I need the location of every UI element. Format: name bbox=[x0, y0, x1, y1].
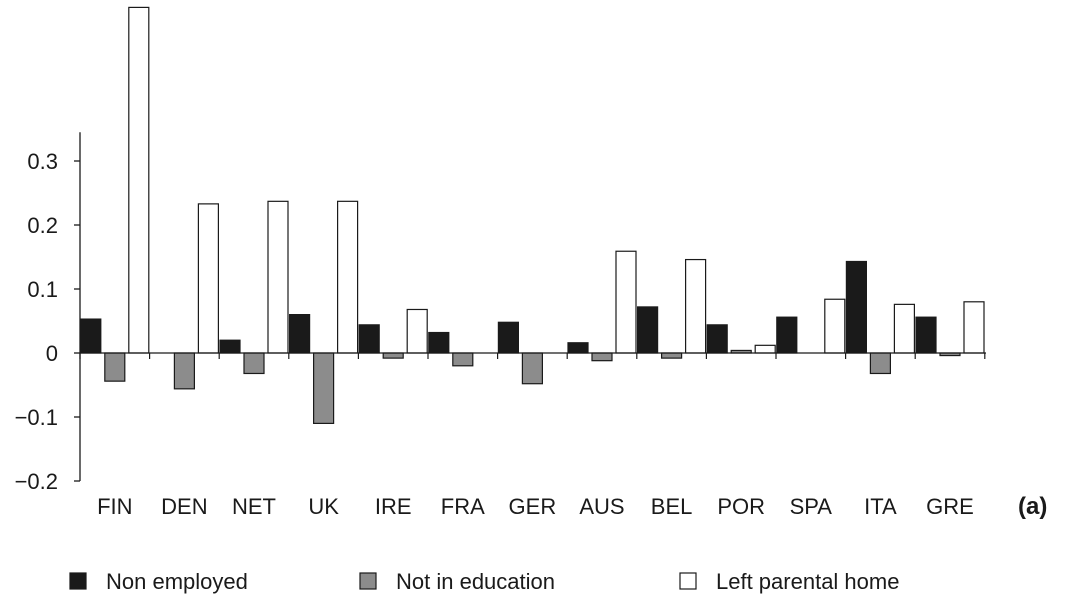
x-axis: FIN DEN NET UK IRE FRA GER AUS BEL POR SPA ITA GRE bbox=[79, 352, 986, 519]
bar-non-employed-fin bbox=[80, 318, 102, 354]
category-label: FRA bbox=[441, 494, 485, 519]
bar-non-employed-fra bbox=[428, 331, 450, 354]
legend-swatch-not-in-education bbox=[359, 572, 377, 590]
y-tick-label: 0.2 bbox=[27, 213, 58, 238]
bar-not-in-education-bel bbox=[660, 352, 683, 359]
panel-label: (a) bbox=[1018, 493, 1047, 520]
category-label: UK bbox=[308, 494, 339, 519]
bar-non-employed-spa bbox=[776, 316, 798, 354]
y-tick-label: −0.2 bbox=[15, 469, 58, 494]
bar-not-in-education-ger bbox=[521, 352, 544, 385]
bar-left-parental-home-spa bbox=[824, 298, 846, 354]
category-label: IRE bbox=[375, 494, 412, 519]
bar-non-employed-ire bbox=[358, 324, 380, 354]
category-label: DEN bbox=[161, 494, 207, 519]
legend-label-not-in-education: Not in education bbox=[396, 569, 555, 594]
category-label: GRE bbox=[926, 494, 974, 519]
bar-left-parental-home-fin bbox=[128, 6, 150, 354]
bar-not-in-education-ita bbox=[869, 352, 892, 375]
category-label: FIN bbox=[97, 494, 132, 519]
y-tick-label: 0 bbox=[46, 341, 58, 366]
y-tick-label: 0.1 bbox=[27, 277, 58, 302]
y-tick-label: 0.3 bbox=[27, 149, 58, 174]
bar-left-parental-home-net bbox=[267, 200, 289, 354]
bar-non-employed-ger bbox=[497, 321, 519, 354]
category-label: POR bbox=[717, 494, 765, 519]
category-label: BEL bbox=[651, 494, 693, 519]
bar-left-parental-home-ire bbox=[406, 308, 428, 354]
y-tick-label: −0.1 bbox=[15, 405, 58, 430]
bar-non-employed-gre bbox=[915, 316, 937, 354]
bar-left-parental-home-por bbox=[754, 344, 776, 354]
category-label: AUS bbox=[579, 494, 624, 519]
bar-left-parental-home-gre bbox=[963, 301, 985, 354]
legend-swatch-left-parental-home bbox=[679, 572, 697, 590]
bar-not-in-education-net bbox=[243, 352, 265, 375]
y-axis: −0.2 −0.1 0 0.1 0.2 0.3 bbox=[15, 132, 81, 494]
category-label: ITA bbox=[864, 494, 897, 519]
bars bbox=[80, 6, 985, 425]
bar-not-in-education-fra bbox=[452, 352, 474, 367]
legend-swatch-non-employed bbox=[69, 572, 87, 590]
bar-not-in-education-fin bbox=[104, 352, 126, 382]
bar-non-employed-por bbox=[706, 324, 728, 354]
bar-non-employed-uk bbox=[289, 314, 311, 354]
bar-non-employed-aus bbox=[567, 342, 589, 354]
legend-label-left-parental-home: Left parental home bbox=[716, 569, 899, 594]
legend-label-non-employed: Non employed bbox=[106, 569, 248, 594]
bar-not-in-education-aus bbox=[591, 352, 613, 362]
category-label: SPA bbox=[790, 494, 833, 519]
legend: Non employed Not in education Left parenta… bbox=[69, 569, 899, 594]
category-label: NET bbox=[232, 494, 276, 519]
bar-left-parental-home-bel bbox=[684, 258, 707, 354]
bar-left-parental-home-den bbox=[197, 203, 219, 354]
bar-left-parental-home-ita bbox=[893, 303, 916, 354]
bar-left-parental-home-uk bbox=[337, 200, 359, 354]
bar-left-parental-home-aus bbox=[615, 250, 637, 354]
bar-non-employed-net bbox=[219, 339, 241, 354]
bar-not-in-education-den bbox=[173, 352, 195, 390]
bar-non-employed-ita bbox=[845, 260, 868, 354]
bar-not-in-education-ire bbox=[382, 352, 404, 359]
bar-non-employed-bel bbox=[636, 306, 659, 354]
bar-not-in-education-uk bbox=[313, 352, 335, 425]
category-label: GER bbox=[509, 494, 557, 519]
